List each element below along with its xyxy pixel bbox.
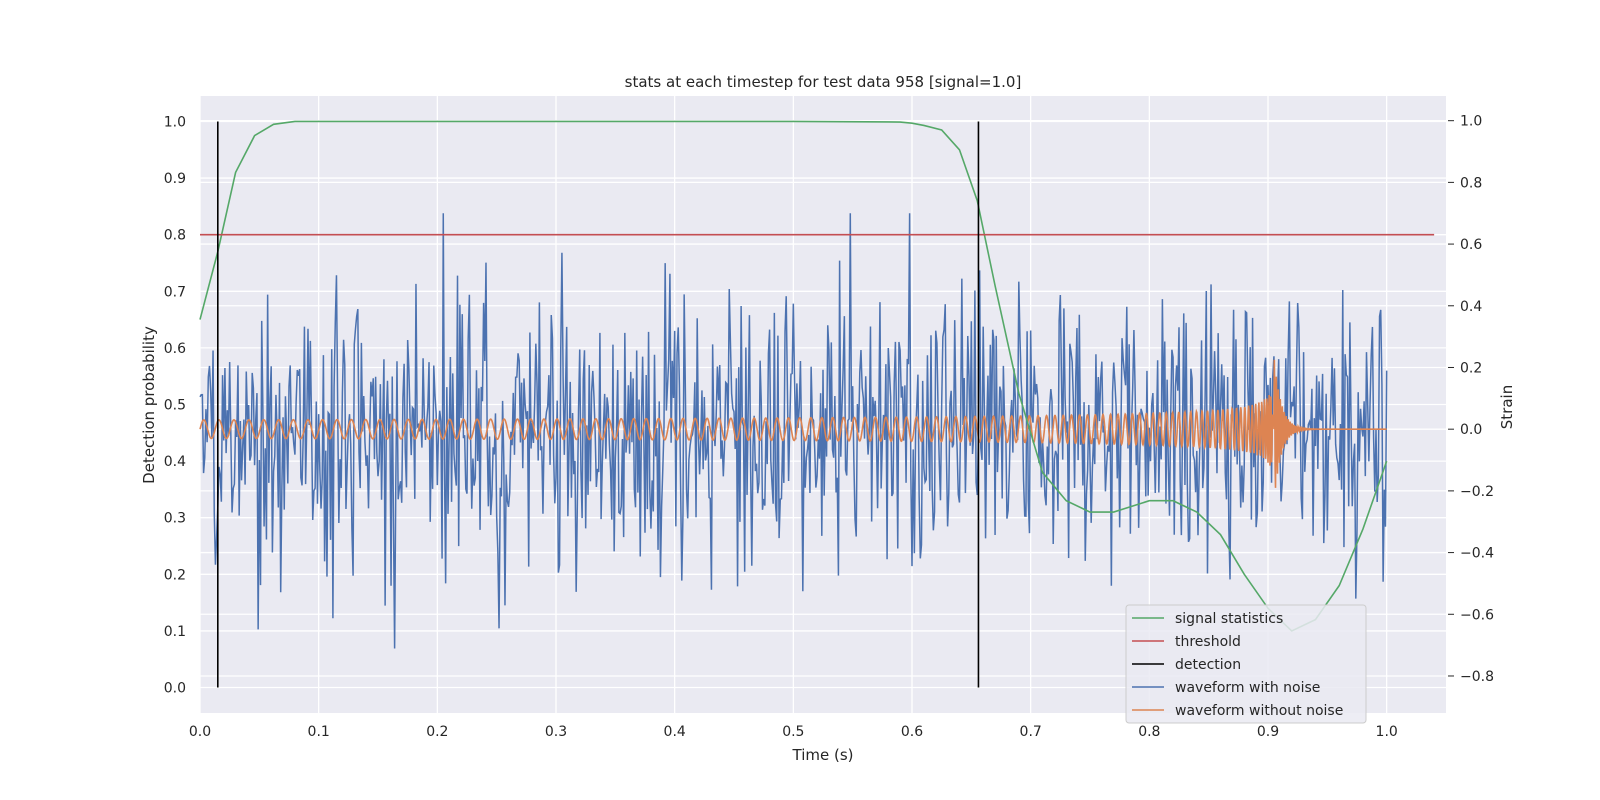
y-tick-label: 0.9 xyxy=(164,171,186,187)
legend-label-threshold: threshold xyxy=(1175,634,1241,650)
y2-tick-label: −0.4 xyxy=(1460,546,1494,562)
legend: signal statistics threshold detection wa… xyxy=(1125,604,1367,724)
y-tick-label: 1.0 xyxy=(164,114,186,130)
y-tick-label: 0.8 xyxy=(164,228,186,244)
y2-tick-label: 0.6 xyxy=(1460,237,1482,253)
legend-label-signal: signal statistics xyxy=(1175,611,1283,627)
legend-label-detection: detection xyxy=(1175,657,1241,673)
y-tick-label: 0.3 xyxy=(164,511,186,527)
y2-tick-label: 0.0 xyxy=(1460,422,1482,438)
x-tick-label: 0.8 xyxy=(1138,724,1160,740)
series-line-signal xyxy=(199,120,1388,632)
y-tick-label: 0.7 xyxy=(164,284,186,300)
x-ticks: 0.0 0.1 0.2 0.3 0.4 0.5 0.6 0.7 0.8 0.9 1.0 xyxy=(189,724,1398,740)
x-tick-label: 0.4 xyxy=(664,724,686,740)
y-ticks: 0.0 0.1 0.2 0.3 0.4 0.5 0.6 0.7 0.8 0.9 1.0 xyxy=(164,114,186,696)
y-tick-label: 0.0 xyxy=(164,681,186,697)
y2-axis-label: Strain xyxy=(1498,385,1516,429)
x-tick-label: 1.0 xyxy=(1376,724,1398,740)
y2-tick-label: 0.2 xyxy=(1460,360,1482,376)
y-tick-label: 0.6 xyxy=(164,341,186,357)
y-tick-label: 0.5 xyxy=(164,398,186,414)
series-lines xyxy=(199,120,1435,688)
legend-label-noisy: waveform with noise xyxy=(1175,680,1320,696)
y2-tick-label: −0.6 xyxy=(1460,607,1494,623)
series-line-clean xyxy=(199,359,1387,488)
y-axis-label: Detection probability xyxy=(140,326,158,484)
y2-tick-label: 0.8 xyxy=(1460,175,1482,191)
chart-title: stats at each timestep for test data 958… xyxy=(625,73,1022,91)
legend-label-clean: waveform without noise xyxy=(1175,703,1343,719)
x-tick-label: 0.1 xyxy=(308,724,330,740)
y2-tick-label: −0.2 xyxy=(1460,484,1494,500)
y2-tick-label: 0.4 xyxy=(1460,299,1482,315)
x-tick-label: 0.3 xyxy=(545,724,567,740)
x-tick-label: 0.9 xyxy=(1257,724,1279,740)
legend-box xyxy=(1125,604,1367,724)
x-tick-label: 0.7 xyxy=(1020,724,1042,740)
x-axis-label: Time (s) xyxy=(792,746,854,764)
y-tick-label: 0.2 xyxy=(164,567,186,583)
y2-ticks: −0.8 −0.6 −0.4 −0.2 0.0 0.2 0.4 0.6 0.8 1.0 xyxy=(1448,114,1494,685)
series-line-noisy xyxy=(199,213,1388,649)
y-tick-label: 0.4 xyxy=(164,454,186,470)
y2-tick-label: −0.8 xyxy=(1460,669,1494,685)
y-tick-label: 0.1 xyxy=(164,624,186,640)
x-tick-label: 0.6 xyxy=(901,724,923,740)
x-tick-label: 0.0 xyxy=(189,724,211,740)
x-tick-label: 0.2 xyxy=(426,724,448,740)
y2-tick-label: 1.0 xyxy=(1460,114,1482,130)
x-tick-label: 0.5 xyxy=(782,724,804,740)
